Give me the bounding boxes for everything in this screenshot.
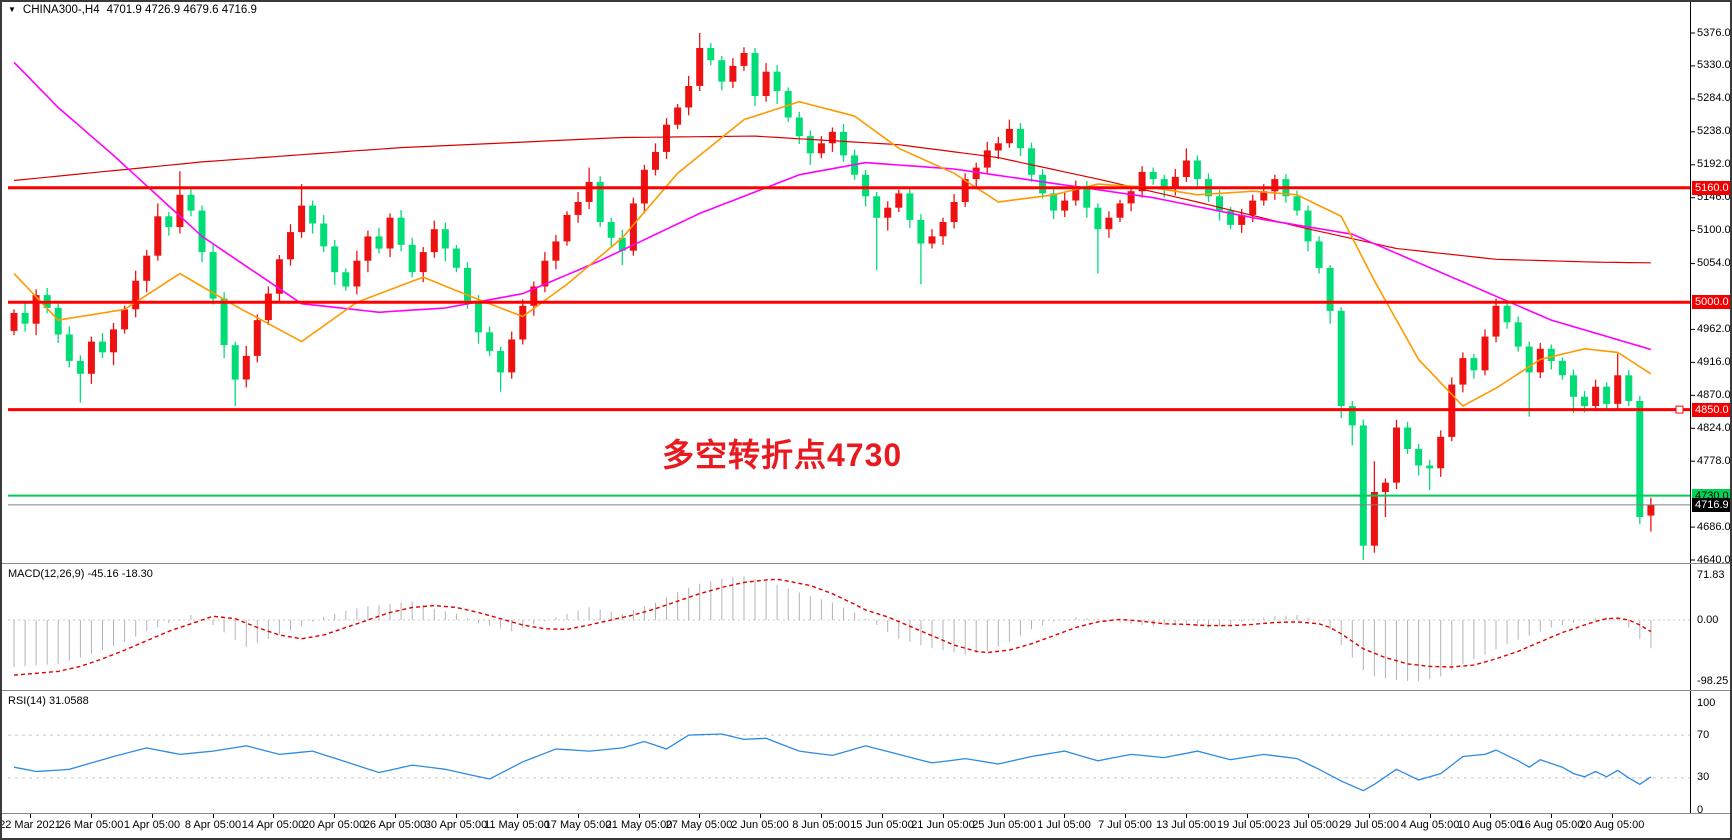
time-tick [821, 814, 822, 818]
time-tick [213, 814, 214, 818]
time-tick [1430, 814, 1431, 818]
price-tick-label: 4916.0 [1697, 356, 1731, 368]
date-label: 2 Jun 05:00 [731, 819, 789, 831]
symbol-title: CHINA300-,H4 [22, 4, 100, 16]
date-label: 14 Apr 05:00 [241, 819, 305, 831]
date-label: 23 Jul 05:00 [1278, 819, 1338, 831]
date-label: 19 Jul 05:00 [1217, 819, 1277, 831]
rsi-panel[interactable]: RSI(14) 31.0588 [0, 691, 1732, 814]
price-tick-label: 4870.0 [1697, 389, 1731, 401]
rsi-axis[interactable]: 100 70 30 0 [1691, 691, 1732, 816]
ohlc-values: 4701.9 4726.9 4679.6 4716.9 [106, 4, 257, 16]
date-label: 27 May 05:00 [665, 819, 733, 831]
symbol-dropdown-icon[interactable]: ▼ [8, 5, 16, 14]
time-tick [334, 814, 335, 818]
time-tick [1004, 814, 1005, 818]
time-tick [1612, 814, 1613, 818]
price-tick-label: 5054.0 [1697, 257, 1731, 269]
time-tick [578, 814, 579, 818]
macd-tick-label: 71.83 [1697, 569, 1725, 581]
price-tick-label: 4824.0 [1697, 422, 1731, 434]
macd-panel[interactable]: MACD(12,26,9) -45.16 -18.30 [0, 564, 1732, 691]
time-tick [517, 814, 518, 818]
date-label: 4 Aug 05:00 [1400, 819, 1460, 831]
date-label: 20 Aug 05:00 [1579, 819, 1645, 831]
date-label: 17 May 05:00 [544, 819, 612, 831]
date-label: 21 Jun 05:00 [911, 819, 975, 831]
price-tick-label: 4962.0 [1697, 323, 1731, 335]
time-tick [699, 814, 700, 818]
main-chart-panel[interactable]: ▼ CHINA300-,H4 4701.9 4726.9 4679.6 4716… [0, 0, 1732, 564]
price-tick-label: 5192.0 [1697, 158, 1731, 170]
time-tick [273, 814, 274, 818]
date-label: 22 Mar 2021 [0, 819, 61, 831]
date-label: 8 Jun 05:00 [792, 819, 850, 831]
rsi-tick-label: 0 [1697, 804, 1704, 816]
macd-axis[interactable]: 71.83 0.00 -98.25 [1691, 564, 1732, 690]
price-axis[interactable]: 5160.0 5000.0 4850.0 4730.0 4716.9 5376.… [1691, 0, 1732, 566]
time-tick [456, 814, 457, 818]
macd-canvas[interactable] [0, 564, 1732, 690]
rsi-label: RSI(14) 31.0588 [8, 695, 89, 707]
macd-tick-label: 0.00 [1697, 614, 1719, 626]
time-tick [1186, 814, 1187, 818]
resistance-badge-5000: 5000.0 [1692, 295, 1732, 309]
rsi-tick-label: 30 [1697, 771, 1710, 783]
price-tick-label: 4686.0 [1697, 521, 1731, 533]
time-tick [943, 814, 944, 818]
date-label: 29 Jul 05:00 [1339, 819, 1399, 831]
price-tick-label: 4640.0 [1697, 554, 1731, 566]
date-label: 16 Aug 05:00 [1518, 819, 1584, 831]
date-label: 1 Apr 05:00 [123, 819, 181, 831]
time-tick [152, 814, 153, 818]
time-tick [1308, 814, 1309, 818]
date-label: 26 Apr 05:00 [363, 819, 427, 831]
date-label: 26 Mar 05:00 [58, 819, 124, 831]
time-tick [30, 814, 31, 818]
time-tick [882, 814, 883, 818]
rsi-tick-label: 70 [1697, 729, 1710, 741]
date-label: 25 Jun 05:00 [972, 819, 1036, 831]
price-tick-label: 5330.0 [1697, 59, 1731, 71]
time-tick [1064, 814, 1065, 818]
time-tick [1490, 814, 1491, 818]
time-tick [760, 814, 761, 818]
time-tick [1551, 814, 1552, 818]
resistance-badge-5160: 5160.0 [1692, 181, 1732, 195]
date-label: 13 Jul 05:00 [1156, 819, 1216, 831]
price-tick-label: 4778.0 [1697, 455, 1731, 467]
date-label: 10 Aug 05:00 [1457, 819, 1523, 831]
time-tick [395, 814, 396, 818]
time-tick [1125, 814, 1126, 818]
date-label: 20 Apr 05:00 [302, 819, 366, 831]
macd-tick-label: -98.25 [1697, 675, 1729, 687]
price-tick-label: 5100.0 [1697, 224, 1731, 236]
date-label: 15 Jun 05:00 [850, 819, 914, 831]
annotation-text[interactable]: 多空转折点4730 [662, 437, 903, 473]
date-label: 30 Apr 05:00 [424, 819, 488, 831]
date-label: 1 Jul 05:00 [1037, 819, 1091, 831]
time-tick [91, 814, 92, 818]
price-tick-label: 5238.0 [1697, 125, 1731, 137]
symbol-bar: ▼ CHINA300-,H4 4701.9 4726.9 4679.6 4716… [8, 4, 257, 16]
resistance-badge-4850: 4850.0 [1692, 403, 1732, 417]
macd-label: MACD(12,26,9) -45.16 -18.30 [8, 568, 153, 580]
current-price-badge: 4716.9 [1692, 498, 1732, 512]
rsi-canvas[interactable] [0, 691, 1732, 813]
date-label: 8 Apr 05:00 [184, 819, 242, 831]
time-tick [1247, 814, 1248, 818]
date-label: 7 Jul 05:00 [1098, 819, 1152, 831]
time-axis[interactable]: 22 Mar 2021 26 Mar 05:00 1 Apr 05:00 8 Apr … [0, 814, 1732, 838]
price-tick-label: 5376.0 [1697, 27, 1731, 39]
time-tick [1369, 814, 1370, 818]
price-chart-canvas[interactable] [0, 0, 1732, 563]
price-tick-label: 5284.0 [1697, 92, 1731, 104]
rsi-tick-label: 100 [1697, 697, 1716, 709]
date-label: 11 May 05:00 [484, 819, 550, 831]
time-tick [639, 814, 640, 818]
date-label: 21 May 05:00 [605, 819, 673, 831]
